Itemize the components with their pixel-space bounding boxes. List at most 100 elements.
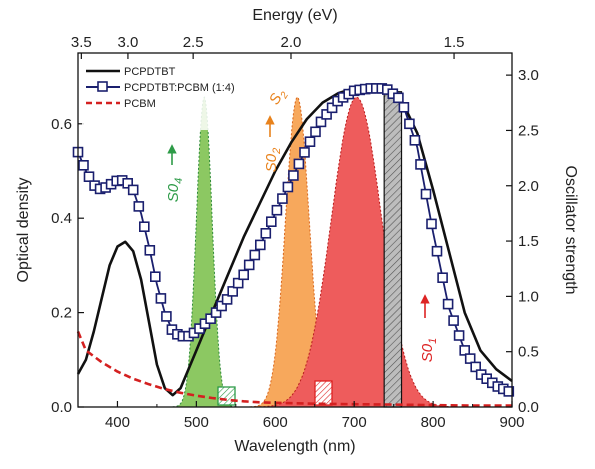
series-marker xyxy=(503,386,515,397)
top-tick-label: 1.5 xyxy=(444,34,465,51)
x-tick-label: 700 xyxy=(342,414,367,431)
oscillator-band-0 xyxy=(172,96,237,408)
series-marker xyxy=(321,109,332,120)
series-marker xyxy=(453,330,465,341)
x-axis-title: Wavelength (nm) xyxy=(234,438,355,455)
series-marker xyxy=(431,245,443,257)
series-marker xyxy=(304,136,316,147)
series-marker xyxy=(238,269,249,281)
series-marker xyxy=(83,171,95,182)
legend: PCPDTBT PCPDTBT:PCBM (1:4) PCBM xyxy=(82,60,262,130)
x-tick-label: 900 xyxy=(499,414,524,431)
hatched-box-s4 xyxy=(217,386,236,406)
series-marker xyxy=(288,170,299,181)
series-marker xyxy=(299,147,310,158)
right-tick-label: 0.5 xyxy=(518,344,539,361)
series-marker xyxy=(139,221,150,232)
legend-item-pcbm: PCBM xyxy=(86,98,156,110)
series-marker xyxy=(426,218,437,230)
series-marker xyxy=(221,294,233,305)
series-marker xyxy=(420,188,432,200)
right-tick-label: 1.0 xyxy=(518,288,539,305)
svg-text:S01: S01 xyxy=(419,338,439,362)
y-tick-label: 0.0 xyxy=(51,399,72,416)
series-marker xyxy=(249,249,261,261)
series-marker xyxy=(243,259,255,271)
series-marker xyxy=(127,184,139,196)
right-tick-label: 3.0 xyxy=(518,67,539,84)
series-marker xyxy=(448,315,459,326)
right-tick-label: 0.0 xyxy=(518,399,539,416)
svg-text:S2: S2 xyxy=(266,85,291,109)
series-marker xyxy=(282,181,294,193)
top-tick-label: 3.0 xyxy=(118,34,139,51)
legend-item-pcpdtbt: PCPDTBT xyxy=(86,66,176,78)
y-tick-label: 0.6 xyxy=(51,116,72,133)
y-axis-title: Optical density xyxy=(15,178,32,283)
right-tick-label: 2.5 xyxy=(518,122,539,139)
hatched-markers xyxy=(217,91,403,408)
y-tick-label: 0.2 xyxy=(51,305,72,322)
oscillator-band-2 xyxy=(255,96,459,408)
transition-label-s2: S02 S2 xyxy=(263,85,291,172)
oscillator-band-1 xyxy=(249,96,346,408)
series-marker xyxy=(409,135,421,146)
series-marker xyxy=(78,160,89,171)
series-marker xyxy=(144,245,156,256)
series-marker xyxy=(265,216,277,227)
series-marker xyxy=(122,178,133,189)
right-tick-label: 1.5 xyxy=(518,233,539,250)
hatched-box-s2 xyxy=(314,380,333,406)
series-marker xyxy=(260,228,272,239)
top-tick-label: 2.0 xyxy=(281,34,302,51)
series-markers xyxy=(72,83,515,397)
series-marker xyxy=(415,159,426,170)
x-tick-label: 600 xyxy=(263,414,288,431)
x-tick-label: 500 xyxy=(184,414,209,431)
svg-text:S02: S02 xyxy=(263,148,283,172)
series-marker xyxy=(133,201,145,212)
series-marker xyxy=(255,239,266,251)
series-marker xyxy=(277,193,288,204)
series-marker xyxy=(150,271,161,283)
series-marker xyxy=(310,126,321,138)
legend-label-pcpdtbt: PCPDTBT xyxy=(124,66,176,78)
x-tick-label: 800 xyxy=(421,414,446,431)
series-marker xyxy=(470,361,482,373)
series-marker xyxy=(326,102,338,114)
x-tick-label: 400 xyxy=(105,414,130,431)
series-marker xyxy=(404,118,415,130)
top-tick-label: 3.5 xyxy=(71,34,92,51)
series-marker xyxy=(227,286,238,297)
series-marker xyxy=(315,116,327,128)
series-marker xyxy=(271,204,283,216)
series-marker xyxy=(293,158,305,170)
series-marker xyxy=(393,92,404,104)
plot-frame xyxy=(77,52,513,408)
series-marker xyxy=(459,345,471,356)
series-marker xyxy=(216,300,227,312)
hatched-box-s1 xyxy=(383,91,403,408)
series-marker xyxy=(205,313,216,325)
right-tick-label: 2.0 xyxy=(518,178,539,195)
series-marker xyxy=(398,102,410,113)
top-tick-label: 2.5 xyxy=(183,34,204,51)
top-axis-title: Energy (eV) xyxy=(252,7,337,24)
right-axis-title: Oscillator strength xyxy=(562,166,579,295)
series-marker xyxy=(210,307,222,318)
series-marker xyxy=(161,311,172,322)
legend-item-blend: PCPDTBT:PCBM (1:4) xyxy=(86,81,235,94)
y-tick-label: 0.4 xyxy=(51,210,72,227)
axis-ticks: 400 500 600 700 800 9000.00.20.40.60.00.51.01… xyxy=(51,34,539,431)
legend-label-pcbm: PCBM xyxy=(124,98,156,110)
legend-label-blend: PCPDTBT:PCBM (1:4) xyxy=(124,82,235,94)
series-marker xyxy=(155,293,167,304)
series-marker xyxy=(232,277,244,289)
series-marker xyxy=(464,353,476,364)
series-marker xyxy=(437,272,448,284)
transition-label-s1: S01 xyxy=(419,294,439,362)
series-line-2 xyxy=(76,330,512,407)
series-marker xyxy=(442,298,454,310)
svg-text:S04: S04 xyxy=(165,178,185,202)
